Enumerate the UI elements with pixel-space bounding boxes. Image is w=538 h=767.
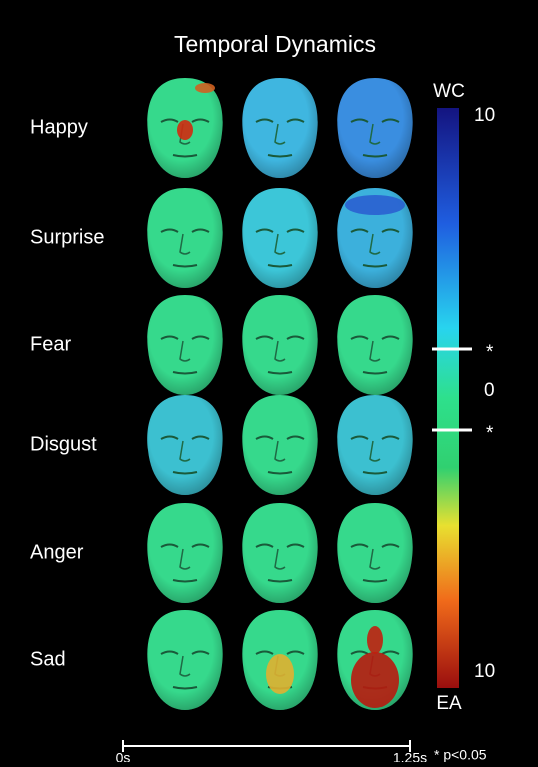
face-render xyxy=(337,78,412,178)
time-end: 1.25s xyxy=(393,750,427,762)
face-shade xyxy=(242,78,317,178)
face-shade xyxy=(147,395,222,495)
title: Temporal Dynamics xyxy=(174,31,376,57)
colorbar-bottom-value: 10 xyxy=(474,661,495,682)
face-shade xyxy=(242,503,317,603)
colorbar-top-value: 10 xyxy=(474,105,495,126)
face-render xyxy=(147,395,222,495)
face-render xyxy=(337,295,412,395)
face-shade xyxy=(147,295,222,395)
face-render xyxy=(337,395,412,495)
face-shade xyxy=(337,295,412,395)
row-label: Anger xyxy=(30,541,84,563)
page: {"title": "Temporal Dynamics", "rows": [… xyxy=(0,0,538,762)
face-shade xyxy=(242,295,317,395)
activation-patch xyxy=(345,195,405,215)
activation-patch xyxy=(266,654,294,694)
activation-patch xyxy=(195,83,215,93)
face-shade xyxy=(337,503,412,603)
footnote: * p<0.05 xyxy=(434,747,487,762)
face-render xyxy=(147,610,222,710)
face-render xyxy=(337,503,412,603)
colorbar-bottom-label: EA xyxy=(436,693,462,714)
row-label: Happy xyxy=(30,116,88,138)
face-shade xyxy=(147,188,222,288)
face-grid xyxy=(147,78,412,710)
face-render xyxy=(242,188,317,288)
row-label: Sad xyxy=(30,648,66,670)
colorbar xyxy=(437,108,459,688)
colorbar-top-label: WC xyxy=(433,81,465,102)
face-shade xyxy=(337,395,412,495)
figure: Temporal Dynamics WC 10 0 10 EA * * 0s 1… xyxy=(0,0,538,762)
face-render xyxy=(147,503,222,603)
significance-marker: * xyxy=(486,342,494,363)
face-render xyxy=(242,395,317,495)
row-label: Fear xyxy=(30,333,71,355)
activation-patch xyxy=(351,652,399,708)
face-shade xyxy=(147,503,222,603)
face-shade xyxy=(147,610,222,710)
row-label: Surprise xyxy=(30,226,104,248)
activation-patch xyxy=(367,626,383,654)
face-render xyxy=(147,188,222,288)
time-start: 0s xyxy=(116,750,131,762)
face-render xyxy=(147,295,222,395)
significance-marker: * xyxy=(486,423,494,444)
face-shade xyxy=(337,78,412,178)
face-render xyxy=(242,78,317,178)
colorbar-mid-value: 0 xyxy=(484,380,495,401)
face-shade xyxy=(242,395,317,495)
face-render xyxy=(242,295,317,395)
row-label: Disgust xyxy=(30,433,97,455)
face-render xyxy=(242,503,317,603)
activation-patch xyxy=(177,120,193,140)
face-shade xyxy=(242,188,317,288)
